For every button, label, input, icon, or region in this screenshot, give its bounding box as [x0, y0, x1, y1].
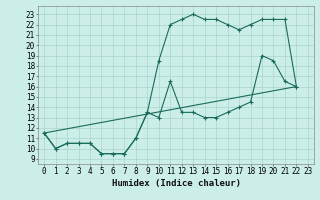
X-axis label: Humidex (Indice chaleur): Humidex (Indice chaleur)	[111, 179, 241, 188]
